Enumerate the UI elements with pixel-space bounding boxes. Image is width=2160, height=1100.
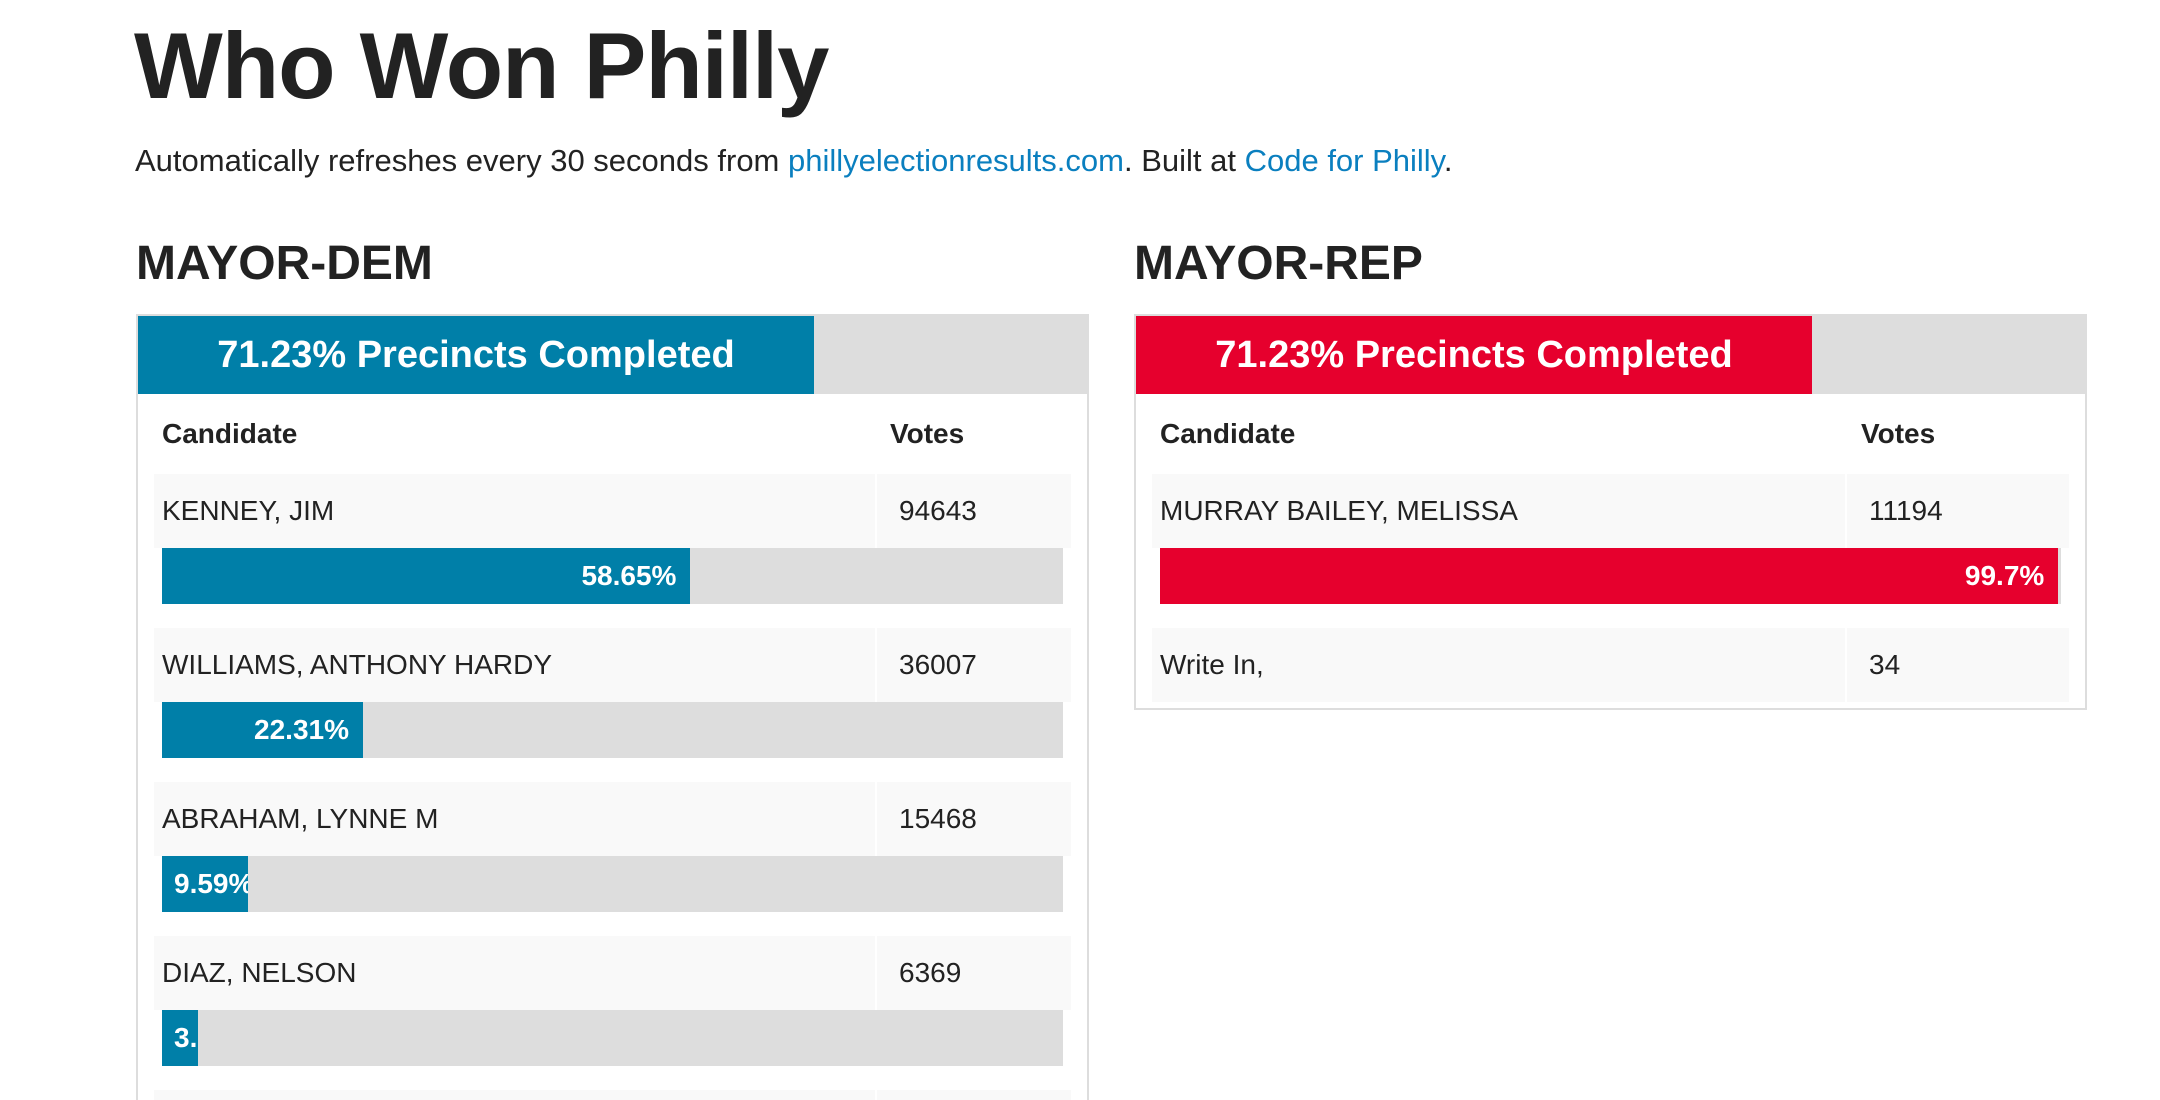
vote-share-label: 9.59% (174, 868, 249, 899)
race-mayor-dem: MAYOR-DEM 71.23% Precincts Completed Can… (136, 236, 1089, 1100)
intro-prefix: Automatically refreshes every 30 seconds… (135, 143, 788, 178)
precincts-progress-fill: 71.23% Precincts Completed (1136, 316, 1812, 394)
vote-share-label: 22.31% (254, 714, 349, 745)
race-panel: 71.23% Precincts Completed Candidate Vot… (136, 314, 1089, 1100)
precincts-progress-bar: 71.23% Precincts Completed (1136, 316, 2085, 394)
candidate-votes: 6369 (875, 936, 1071, 1010)
header-candidate: Candidate (1160, 418, 1296, 449)
vote-share-bar: 99.7% (1160, 548, 2061, 604)
candidate-votes: 36007 (875, 628, 1071, 702)
vote-share-bar: 9.59% (162, 856, 1063, 912)
candidate-votes: 94643 (875, 474, 1071, 548)
candidate-row: Write In, 34 (1152, 628, 2069, 708)
header-votes: Votes (890, 418, 965, 449)
intro-middle: . Built at (1123, 143, 1245, 178)
table-row: ABRAHAM, LYNNE M 15468 (154, 782, 1071, 856)
vote-share-fill: 99.7% (1160, 548, 2059, 604)
candidate-name: Write In, (1160, 649, 1264, 680)
candidate-row: MURRAY BAILEY, MELISSA 11194 99.7% (1152, 474, 2069, 628)
table-header: Candidate Votes (1160, 394, 2061, 474)
candidate-votes: 34 (1845, 628, 2069, 702)
table-row (154, 1090, 1071, 1100)
vote-share-fill: 58.65% (162, 548, 691, 604)
results-table: Candidate Votes MURRAY BAILEY, MELISSA 1… (1136, 394, 2085, 708)
candidate-name: ABRAHAM, LYNNE M (162, 803, 439, 834)
header-votes: Votes (1861, 418, 1936, 449)
vote-share-fill: 9.59% (162, 856, 249, 912)
results-table: Candidate Votes KENNEY, JIM 94643 58.65% (138, 394, 1087, 1100)
table-row: DIAZ, NELSON 6369 (154, 936, 1071, 1010)
candidate-row: KENNEY, JIM 94643 58.65% (154, 474, 1071, 628)
race-panel: 71.23% Precincts Completed Candidate Vot… (1134, 314, 2087, 710)
vote-share-label: 3. (174, 1022, 198, 1053)
precincts-progress-bar: 71.23% Precincts Completed (138, 316, 1087, 394)
table-row: WILLIAMS, ANTHONY HARDY 36007 (154, 628, 1071, 702)
builder-link[interactable]: Code for Philly (1244, 143, 1444, 178)
candidate-name: WILLIAMS, ANTHONY HARDY (162, 649, 553, 680)
vote-share-label: 99.7% (1964, 560, 2045, 591)
table-row: Write In, 34 (1152, 628, 2069, 702)
vote-share-bar: 22.31% (162, 702, 1063, 758)
candidate-name: MURRAY BAILEY, MELISSA (1160, 495, 1518, 526)
race-title: MAYOR-DEM (136, 237, 433, 290)
intro-text: Automatically refreshes every 30 seconds… (135, 138, 1453, 184)
table-header: Candidate Votes (162, 394, 1063, 474)
candidate-votes: 11194 (1845, 474, 2069, 548)
candidate-row: WILLIAMS, ANTHONY HARDY 36007 22.31% (154, 628, 1071, 782)
table-row: MURRAY BAILEY, MELISSA 11194 (1152, 474, 2069, 548)
candidate-row: DIAZ, NELSON 6369 3. (154, 936, 1071, 1090)
race-mayor-rep: MAYOR-REP 71.23% Precincts Completed Can… (1134, 236, 2087, 710)
precincts-progress-fill: 71.23% Precincts Completed (138, 316, 814, 394)
source-link[interactable]: phillyelectionresults.com (788, 143, 1124, 178)
page-title: Who Won Philly (134, 13, 829, 118)
precincts-label: 71.23% Precincts Completed (217, 333, 735, 376)
vote-share-bar: 3. (162, 1010, 1063, 1066)
vote-share-fill: 22.31% (162, 702, 363, 758)
candidate-name: KENNEY, JIM (162, 495, 335, 526)
candidate-name: DIAZ, NELSON (162, 957, 357, 988)
candidate-row: ABRAHAM, LYNNE M 15468 9.59% (154, 782, 1071, 936)
candidate-votes: 15468 (875, 782, 1071, 856)
precincts-label: 71.23% Precincts Completed (1215, 333, 1733, 376)
vote-share-fill: 3. (162, 1010, 198, 1066)
candidate-row-partial (154, 1090, 1071, 1100)
vote-share-bar: 58.65% (162, 548, 1063, 604)
intro-suffix: . (1443, 143, 1453, 178)
header-candidate: Candidate (162, 418, 298, 449)
vote-share-label: 58.65% (581, 560, 677, 591)
table-row: KENNEY, JIM 94643 (154, 474, 1071, 548)
race-title: MAYOR-REP (1134, 237, 1423, 290)
